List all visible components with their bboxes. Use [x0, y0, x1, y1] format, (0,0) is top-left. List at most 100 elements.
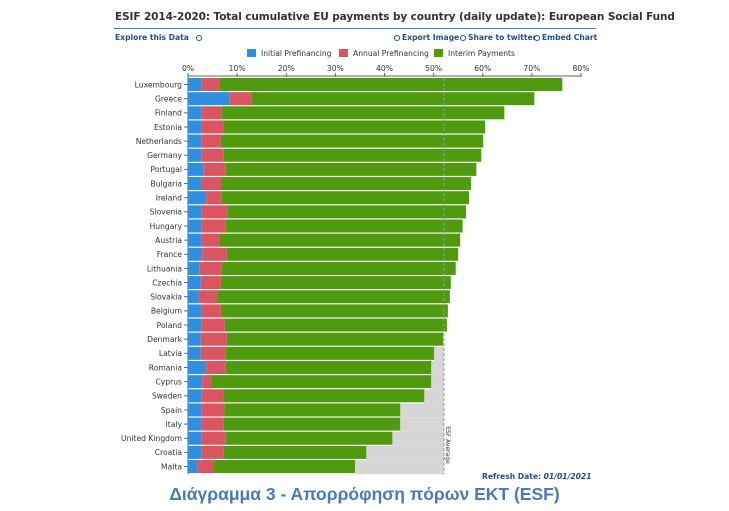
explore-label: Explore this Data — [115, 33, 189, 42]
title-divider — [114, 28, 596, 29]
below-average-fill — [400, 417, 444, 432]
legend-swatch — [339, 49, 348, 57]
bar-initial-prefinancing — [188, 120, 202, 134]
bar-interim-payments — [224, 318, 447, 332]
x-tick-label: 50% — [425, 64, 442, 73]
figure-caption: Διάγραμμα 3 - Απορρόφηση πόρων ΕΚΤ (ESF) — [169, 484, 560, 504]
below-average-fill — [434, 346, 444, 361]
export-label: Export Image — [402, 33, 460, 42]
y-tick-label: Bulgaria — [151, 179, 183, 188]
bar-initial-prefinancing — [188, 290, 199, 304]
bar-annual-prefinancing — [199, 261, 222, 275]
bar-interim-payments — [225, 162, 477, 176]
bar-annual-prefinancing — [198, 290, 218, 304]
embed-chart-link[interactable]: Embed Chart — [532, 33, 597, 42]
below-average-fill — [431, 375, 444, 390]
y-tick-label: Hungary — [150, 222, 183, 231]
bar-initial-prefinancing — [188, 92, 230, 106]
bar-annual-prefinancing — [203, 162, 226, 176]
export-image-link[interactable]: Export Image — [392, 33, 459, 42]
bar-initial-prefinancing — [188, 78, 202, 91]
y-tick-label: Denmark — [147, 335, 183, 344]
bar-initial-prefinancing — [188, 304, 202, 318]
bar-initial-prefinancing — [188, 148, 202, 162]
x-tick-label: 40% — [376, 64, 393, 73]
bar-annual-prefinancing — [201, 431, 226, 445]
y-tick-label: Estonia — [154, 123, 182, 132]
bar-initial-prefinancing — [188, 205, 202, 219]
bar-annual-prefinancing — [229, 92, 252, 106]
bar-annual-prefinancing — [201, 445, 224, 459]
bar-interim-payments — [225, 219, 463, 233]
legend-item-annual[interactable]: Annual Prefinancing — [339, 49, 429, 58]
share-label: Share to twitter — [468, 33, 537, 42]
bar-annual-prefinancing — [197, 460, 215, 474]
x-tick-label: 80% — [573, 64, 590, 73]
y-tick-label: Cyprus — [155, 377, 182, 386]
legend-label: Initial Prefinancing — [261, 49, 332, 58]
bar-initial-prefinancing — [188, 375, 203, 389]
bar-initial-prefinancing — [188, 191, 207, 205]
bar-annual-prefinancing — [201, 177, 221, 191]
y-tick-label: Germany — [147, 151, 182, 160]
below-average-fill — [424, 389, 444, 404]
below-average-fill — [355, 460, 444, 475]
bar-interim-payments — [223, 148, 482, 162]
bar-initial-prefinancing — [188, 445, 202, 459]
bar-interim-payments — [221, 261, 456, 275]
bar-interim-payments — [220, 177, 471, 191]
bar-initial-prefinancing — [188, 361, 207, 374]
y-tick-label: United Kingdom — [121, 434, 182, 443]
x-tick-label: 30% — [327, 64, 344, 73]
below-average-fill — [366, 445, 444, 461]
bar-interim-payments — [221, 106, 505, 120]
bar-annual-prefinancing — [201, 219, 226, 233]
y-tick-label: Czechia — [152, 278, 182, 287]
bar-initial-prefinancing — [188, 276, 201, 290]
bar-initial-prefinancing — [188, 332, 201, 346]
bar-initial-prefinancing — [188, 177, 202, 191]
below-average-fill — [392, 431, 444, 446]
bar-annual-prefinancing — [201, 233, 220, 247]
bar-interim-payments — [225, 361, 432, 374]
bar-interim-payments — [226, 247, 459, 261]
explore-data-link[interactable]: Explore this Data — [115, 33, 204, 42]
y-tick-label: Croatia — [155, 448, 182, 457]
legend-label: Interim Payments — [448, 49, 515, 58]
bar-initial-prefinancing — [188, 261, 200, 275]
average-label: ESF Average — [444, 426, 451, 464]
y-tick-label: Sweden — [152, 392, 182, 401]
legend-label: Annual Prefinancing — [353, 49, 429, 58]
legend-item-interim[interactable]: Interim Payments — [434, 49, 515, 58]
bar-initial-prefinancing — [188, 417, 202, 431]
bar-initial-prefinancing — [188, 247, 203, 261]
bar-annual-prefinancing — [201, 148, 224, 162]
y-tick-label: Belgium — [151, 307, 182, 316]
bar-annual-prefinancing — [206, 191, 222, 205]
refresh-date-value: 01/01/2021 — [543, 472, 592, 481]
bar-annual-prefinancing — [201, 417, 224, 431]
y-tick-label: Luxembourg — [135, 80, 183, 89]
bar-interim-payments — [223, 417, 401, 431]
legend-swatch — [247, 49, 256, 57]
gear-icon — [534, 35, 540, 41]
bar-annual-prefinancing — [201, 304, 221, 318]
bar-interim-payments — [226, 332, 443, 346]
bar-interim-payments — [225, 346, 435, 360]
legend-swatch — [434, 49, 443, 57]
bar-initial-prefinancing — [188, 106, 202, 120]
bar-initial-prefinancing — [188, 460, 198, 474]
embed-label: Embed Chart — [542, 33, 598, 42]
bar-initial-prefinancing — [188, 431, 202, 445]
legend-item-initial[interactable]: Initial Prefinancing — [247, 49, 331, 58]
bar-annual-prefinancing — [201, 78, 220, 91]
y-tick-label: Ireland — [156, 194, 182, 203]
gear-icon — [394, 35, 400, 41]
share-twitter-link[interactable]: Share to twitter — [458, 33, 536, 42]
y-tick-label: France — [157, 250, 183, 259]
x-tick-label: 10% — [229, 64, 246, 73]
y-tick-label: Slovakia — [150, 293, 182, 302]
refresh-date: Refresh Date: 01/01/2021 — [482, 472, 592, 481]
y-tick-label: Netherlands — [136, 137, 182, 146]
bar-interim-payments — [227, 205, 467, 219]
